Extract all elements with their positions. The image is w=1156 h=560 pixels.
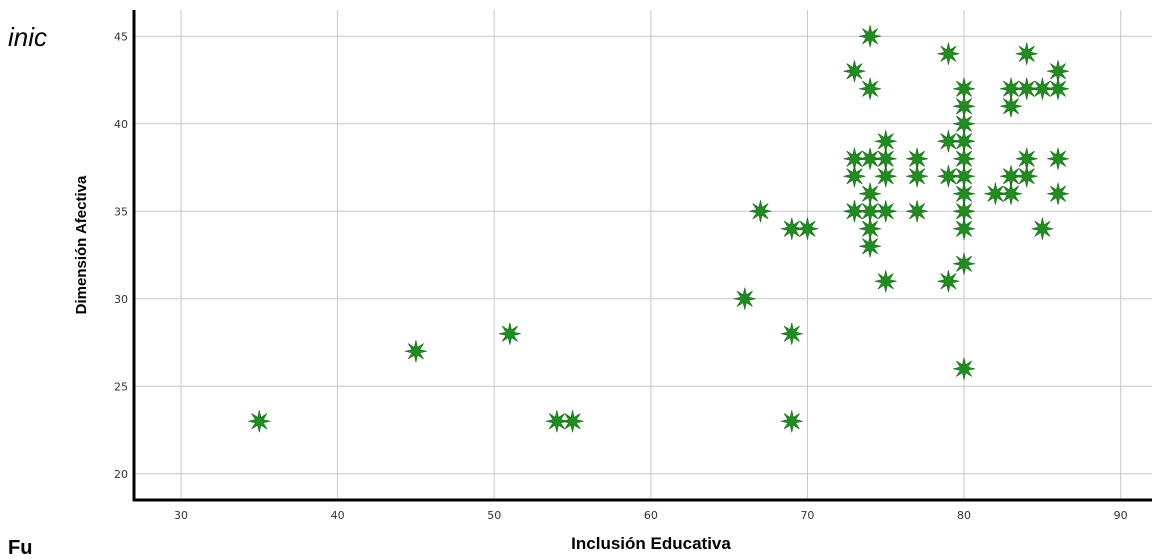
data-point [1015,77,1038,100]
data-point [1046,147,1070,170]
data-point [749,200,772,223]
data-point [1015,42,1038,65]
data-point [843,200,866,223]
data-point [984,182,1007,205]
data-point [843,165,866,188]
data-point [859,235,882,258]
data-point [498,322,521,345]
y-axis-title: Dimensión Afectiva [73,175,90,314]
data-point [780,217,803,240]
data-point [1046,182,1070,205]
x-tick-label: 70 [800,509,814,522]
document-text-fragment-top: inic [8,22,72,53]
data-point [796,217,819,240]
y-tick-label: 45 [114,30,128,43]
data-point [1031,77,1054,100]
x-tick-label: 60 [644,509,658,522]
data-point [859,77,882,100]
data-point [937,270,960,293]
data-point [843,60,866,83]
x-tick-label: 80 [957,509,971,522]
data-point [952,357,976,380]
data-point [1046,77,1070,100]
data-point [545,410,568,433]
data-point [874,270,897,293]
data-point [780,410,803,433]
data-point [952,217,976,240]
data-point [999,95,1023,118]
data-point [859,147,882,170]
data-point [874,165,897,188]
data-points [248,25,1070,433]
document-text-fragment-bottom: Fu [8,537,33,559]
data-point [952,252,976,275]
x-tick-label: 90 [1114,509,1128,522]
data-point [906,165,929,188]
y-tick-label: 35 [114,205,128,218]
grid-lines [134,10,1152,500]
data-point [859,25,882,48]
data-point [733,287,756,310]
tick-labels: 30 40 50 60 70 80 90 20 25 30 35 40 45 [114,30,1128,522]
data-point [906,200,929,223]
data-point [1031,217,1054,240]
data-point [404,340,427,363]
data-point [937,42,960,65]
data-point [874,200,897,223]
data-point [561,410,584,433]
data-point [780,322,803,345]
x-tick-label: 40 [331,509,345,522]
x-axis-title: Inclusión Educativa [571,534,731,553]
data-point [248,410,271,433]
data-point [937,165,960,188]
x-tick-label: 30 [174,509,188,522]
y-tick-label: 40 [114,118,128,131]
axes [132,10,1152,502]
y-tick-label: 20 [114,468,128,481]
y-tick-label: 30 [114,293,128,306]
data-point [937,130,960,153]
data-point [999,182,1023,205]
x-tick-label: 50 [487,509,501,522]
data-point [1015,165,1038,188]
y-tick-label: 25 [114,380,128,393]
